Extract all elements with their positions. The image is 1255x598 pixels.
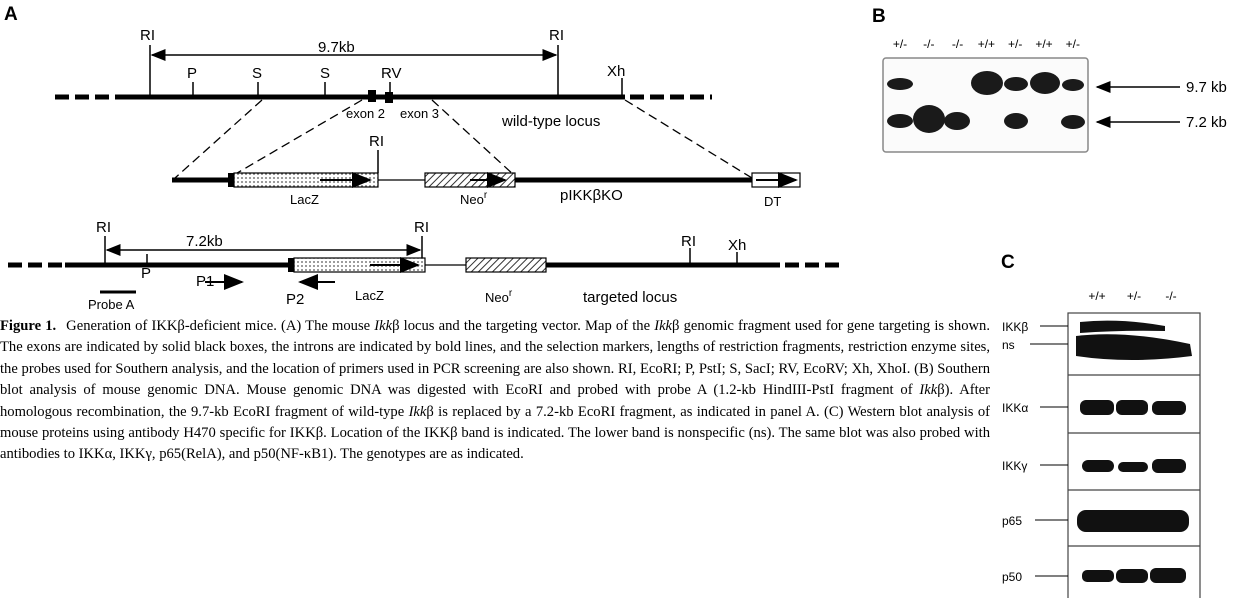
lane-labels: +/- -/- -/- +/+ +/- +/+ +/- bbox=[893, 37, 1080, 51]
primer-label: P2 bbox=[286, 291, 304, 308]
exon-box bbox=[288, 258, 294, 272]
band bbox=[1082, 570, 1114, 582]
caption: Figure 1. Generation of IKKβ-deficient mi… bbox=[0, 316, 990, 466]
connector bbox=[232, 100, 362, 176]
primer-label: P1 bbox=[196, 273, 214, 290]
panel-label: B bbox=[872, 6, 886, 27]
lane-label: -/- bbox=[1165, 289, 1176, 303]
figure: A RI 9.7kb RI P S S RV Xh exon 2 exon 3 … bbox=[0, 0, 1255, 598]
box-label: Neor bbox=[485, 288, 513, 305]
box-label: LacZ bbox=[290, 192, 319, 207]
box-label-superscript: r bbox=[509, 288, 513, 299]
gene-name: Ikk bbox=[409, 404, 427, 420]
band bbox=[944, 112, 970, 130]
lane-label: +/- bbox=[893, 37, 907, 51]
band bbox=[913, 105, 945, 133]
site-label: RI bbox=[414, 219, 429, 236]
connector bbox=[625, 100, 752, 178]
box-label: Neor bbox=[460, 190, 488, 207]
panel-c: C +/+ +/- -/- IKKβ ns IKKα IKKγ p65 p50 bbox=[1001, 252, 1200, 598]
box-label-superscript: r bbox=[484, 190, 488, 201]
panel-label: A bbox=[4, 4, 18, 25]
band bbox=[1030, 72, 1060, 94]
site-label: RI bbox=[96, 219, 111, 236]
panel-a: A RI 9.7kb RI P S S RV Xh exon 2 exon 3 … bbox=[4, 4, 840, 312]
exon-box bbox=[368, 90, 376, 102]
box-label: DT bbox=[764, 194, 781, 209]
site-label: S bbox=[320, 65, 330, 82]
site-label: RI bbox=[369, 133, 384, 150]
band bbox=[887, 78, 913, 90]
band bbox=[887, 114, 913, 128]
band bbox=[1004, 77, 1028, 91]
gene-name: Ikk bbox=[374, 318, 392, 334]
band bbox=[1077, 510, 1189, 532]
band bbox=[1118, 462, 1148, 472]
box-label-text: Neo bbox=[485, 290, 509, 305]
site-label: RI bbox=[549, 27, 564, 44]
size-marker: 9.7 kb bbox=[1186, 79, 1227, 96]
exon-label: exon 3 bbox=[400, 106, 439, 121]
gene-name: Ikk bbox=[919, 382, 937, 398]
page: A RI 9.7kb RI P S S RV Xh exon 2 exon 3 … bbox=[0, 0, 1255, 598]
band bbox=[1116, 400, 1148, 415]
gene-name: Ikk bbox=[654, 318, 672, 334]
band bbox=[1080, 400, 1114, 415]
row-label: IKKγ bbox=[1002, 459, 1027, 473]
band bbox=[1062, 79, 1084, 91]
caption-text: Generation of IKKβ-deficient mice. (A) T… bbox=[66, 318, 374, 334]
site-label: Xh bbox=[728, 237, 746, 254]
size-label: 7.2kb bbox=[186, 233, 223, 250]
band bbox=[1061, 115, 1085, 129]
lane-label: -/- bbox=[923, 37, 934, 51]
lane-label: +/+ bbox=[1088, 289, 1105, 303]
row-label: p50 bbox=[1002, 570, 1022, 584]
exon-box bbox=[228, 173, 234, 187]
band bbox=[1116, 569, 1148, 583]
site-label: RI bbox=[140, 27, 155, 44]
lane-labels: +/+ +/- -/- bbox=[1088, 289, 1176, 303]
site-label: RI bbox=[681, 233, 696, 250]
site-label: S bbox=[252, 65, 262, 82]
site-label: Xh bbox=[607, 63, 625, 80]
band bbox=[1152, 401, 1186, 415]
band bbox=[1152, 459, 1186, 473]
caption-text: β locus and the targeting vector. Map of… bbox=[392, 318, 654, 334]
band bbox=[1150, 568, 1186, 583]
probe-label: Probe A bbox=[88, 297, 135, 312]
site-label: P bbox=[187, 65, 197, 82]
locus-label: wild-type locus bbox=[501, 113, 600, 130]
lane-label: +/- bbox=[1127, 289, 1141, 303]
locus-label: targeted locus bbox=[583, 289, 677, 306]
panel-b: B +/- -/- -/- +/+ +/- +/+ +/- 9.7 kb 7.2 kb bbox=[872, 6, 1227, 152]
row-label: p65 bbox=[1002, 514, 1022, 528]
band bbox=[1004, 113, 1028, 129]
panel-label: C bbox=[1001, 252, 1015, 273]
lane-label: +/- bbox=[1008, 37, 1022, 51]
site-label: RV bbox=[381, 65, 402, 82]
exon-label: exon 2 bbox=[346, 106, 385, 121]
row-label: IKKβ bbox=[1002, 320, 1028, 334]
size-marker: 7.2 kb bbox=[1186, 114, 1227, 131]
connector bbox=[432, 100, 515, 176]
row-labels: IKKβ ns IKKα IKKγ p65 p50 bbox=[1002, 320, 1028, 584]
site-label: P bbox=[141, 265, 151, 282]
box-label: LacZ bbox=[355, 288, 384, 303]
lane-label: -/- bbox=[952, 37, 963, 51]
row-label: ns bbox=[1002, 338, 1015, 352]
neo-box bbox=[466, 258, 546, 272]
lane-label: +/+ bbox=[978, 37, 995, 51]
band bbox=[971, 71, 1003, 95]
box-label-text: Neo bbox=[460, 192, 484, 207]
caption-label: Figure 1. bbox=[0, 318, 56, 334]
exon-box bbox=[385, 92, 393, 103]
row-pointers bbox=[1030, 326, 1068, 576]
band bbox=[1082, 460, 1114, 472]
row-label: IKKα bbox=[1002, 401, 1028, 415]
lane-label: +/- bbox=[1066, 37, 1080, 51]
size-label: 9.7kb bbox=[318, 39, 355, 56]
lane-label: +/+ bbox=[1035, 37, 1052, 51]
vector-label: pIKKβKO bbox=[560, 187, 623, 204]
